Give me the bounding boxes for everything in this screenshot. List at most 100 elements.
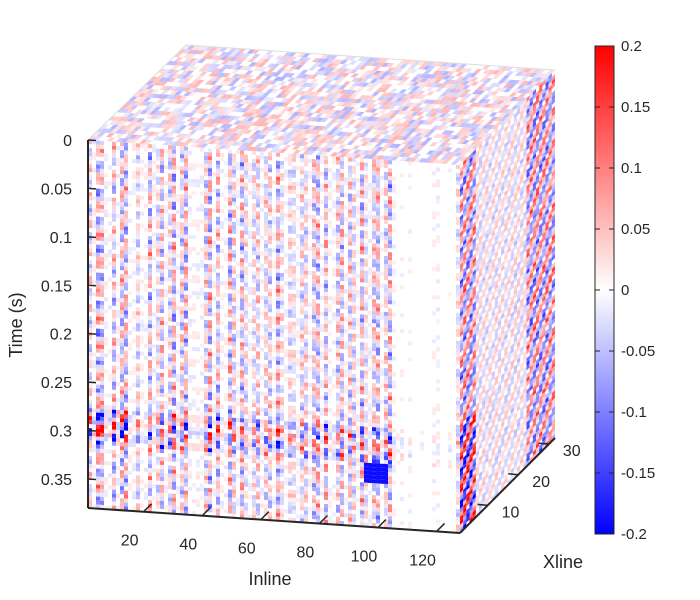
front-cell [228,449,232,454]
top-cell [204,114,214,119]
front-cell [216,356,220,361]
front-cell [280,404,284,410]
front-cell [96,196,100,201]
front-cell [172,173,176,178]
top-cell [152,136,162,141]
front-cell [228,465,232,470]
front-cell [312,391,316,396]
front-cell [200,419,204,424]
front-cell [156,504,160,509]
front-cell [100,348,104,354]
top-cell [330,126,340,132]
front-cell [156,500,160,505]
front-cell [224,313,228,318]
top-cell [179,66,189,71]
front-cell [216,320,220,325]
front-cell [156,496,160,501]
top-cell [335,97,345,102]
front-cell [96,280,100,285]
top-cell [304,74,314,79]
top-cell [365,116,375,121]
front-cell [276,344,280,349]
top-cell [204,80,214,85]
front-cell [276,360,280,365]
front-cell [180,458,184,463]
front-cell [92,168,96,173]
front-cell [276,180,280,185]
front-cell [160,308,164,314]
front-cell [240,502,244,507]
front-cell [180,394,184,399]
front-cell [304,290,308,295]
front-cell [256,335,260,340]
front-cell [228,225,232,230]
front-cell [96,188,100,193]
top-cell [401,140,411,145]
front-cell [308,482,312,488]
front-cell [280,260,284,266]
front-cell [112,289,116,294]
front-cell [316,487,320,492]
top-cell [473,68,482,74]
front-cell [204,283,208,289]
front-cell [136,451,140,456]
front-cell [320,463,324,468]
front-cell [252,367,256,372]
top-cell [353,128,363,133]
front-cell [276,456,280,461]
front-cell [148,284,152,289]
front-cell [208,240,212,245]
front-cell [324,299,328,305]
front-cell [288,369,292,374]
top-cell [250,146,260,152]
front-cell [96,388,100,393]
front-cell [256,383,260,388]
front-cell [268,432,272,437]
front-cell [100,484,104,490]
top-cell [211,93,220,98]
top-cell [369,78,379,84]
top-cell [410,140,420,146]
front-cell [208,236,212,241]
top-cell [262,130,271,136]
front-cell [268,504,272,509]
front-cell [156,348,160,353]
top-cell [286,136,295,141]
front-cell [192,218,196,224]
front-cell [116,353,120,359]
top-cell [266,97,276,102]
top-cell [379,113,388,118]
front-cell [228,265,232,270]
front-cell [256,339,260,344]
front-cell [268,308,272,313]
top-cell [259,109,268,114]
front-cell [220,280,224,286]
front-cell [172,177,176,182]
front-cell [284,445,288,450]
front-cell [168,413,172,418]
front-cell [264,479,268,485]
front-cell [276,420,280,425]
front-cell [124,382,128,387]
front-cell [168,389,172,394]
front-cell [180,198,184,203]
front-cell [180,150,184,155]
front-cell [120,442,124,447]
top-cell [436,125,445,130]
front-cell [264,351,268,357]
front-cell [324,219,328,225]
front-cell [316,511,320,516]
front-cell [108,237,112,242]
front-cell [136,403,140,408]
top-cell [485,90,495,96]
top-cell [295,73,305,79]
front-cell [100,464,104,470]
front-cell [256,219,260,224]
front-cell [240,434,244,439]
front-cell [240,274,244,279]
front-cell [252,211,256,216]
top-cell [398,123,408,128]
front-cell [236,445,240,451]
top-cell [408,123,417,129]
front-cell [216,388,220,393]
